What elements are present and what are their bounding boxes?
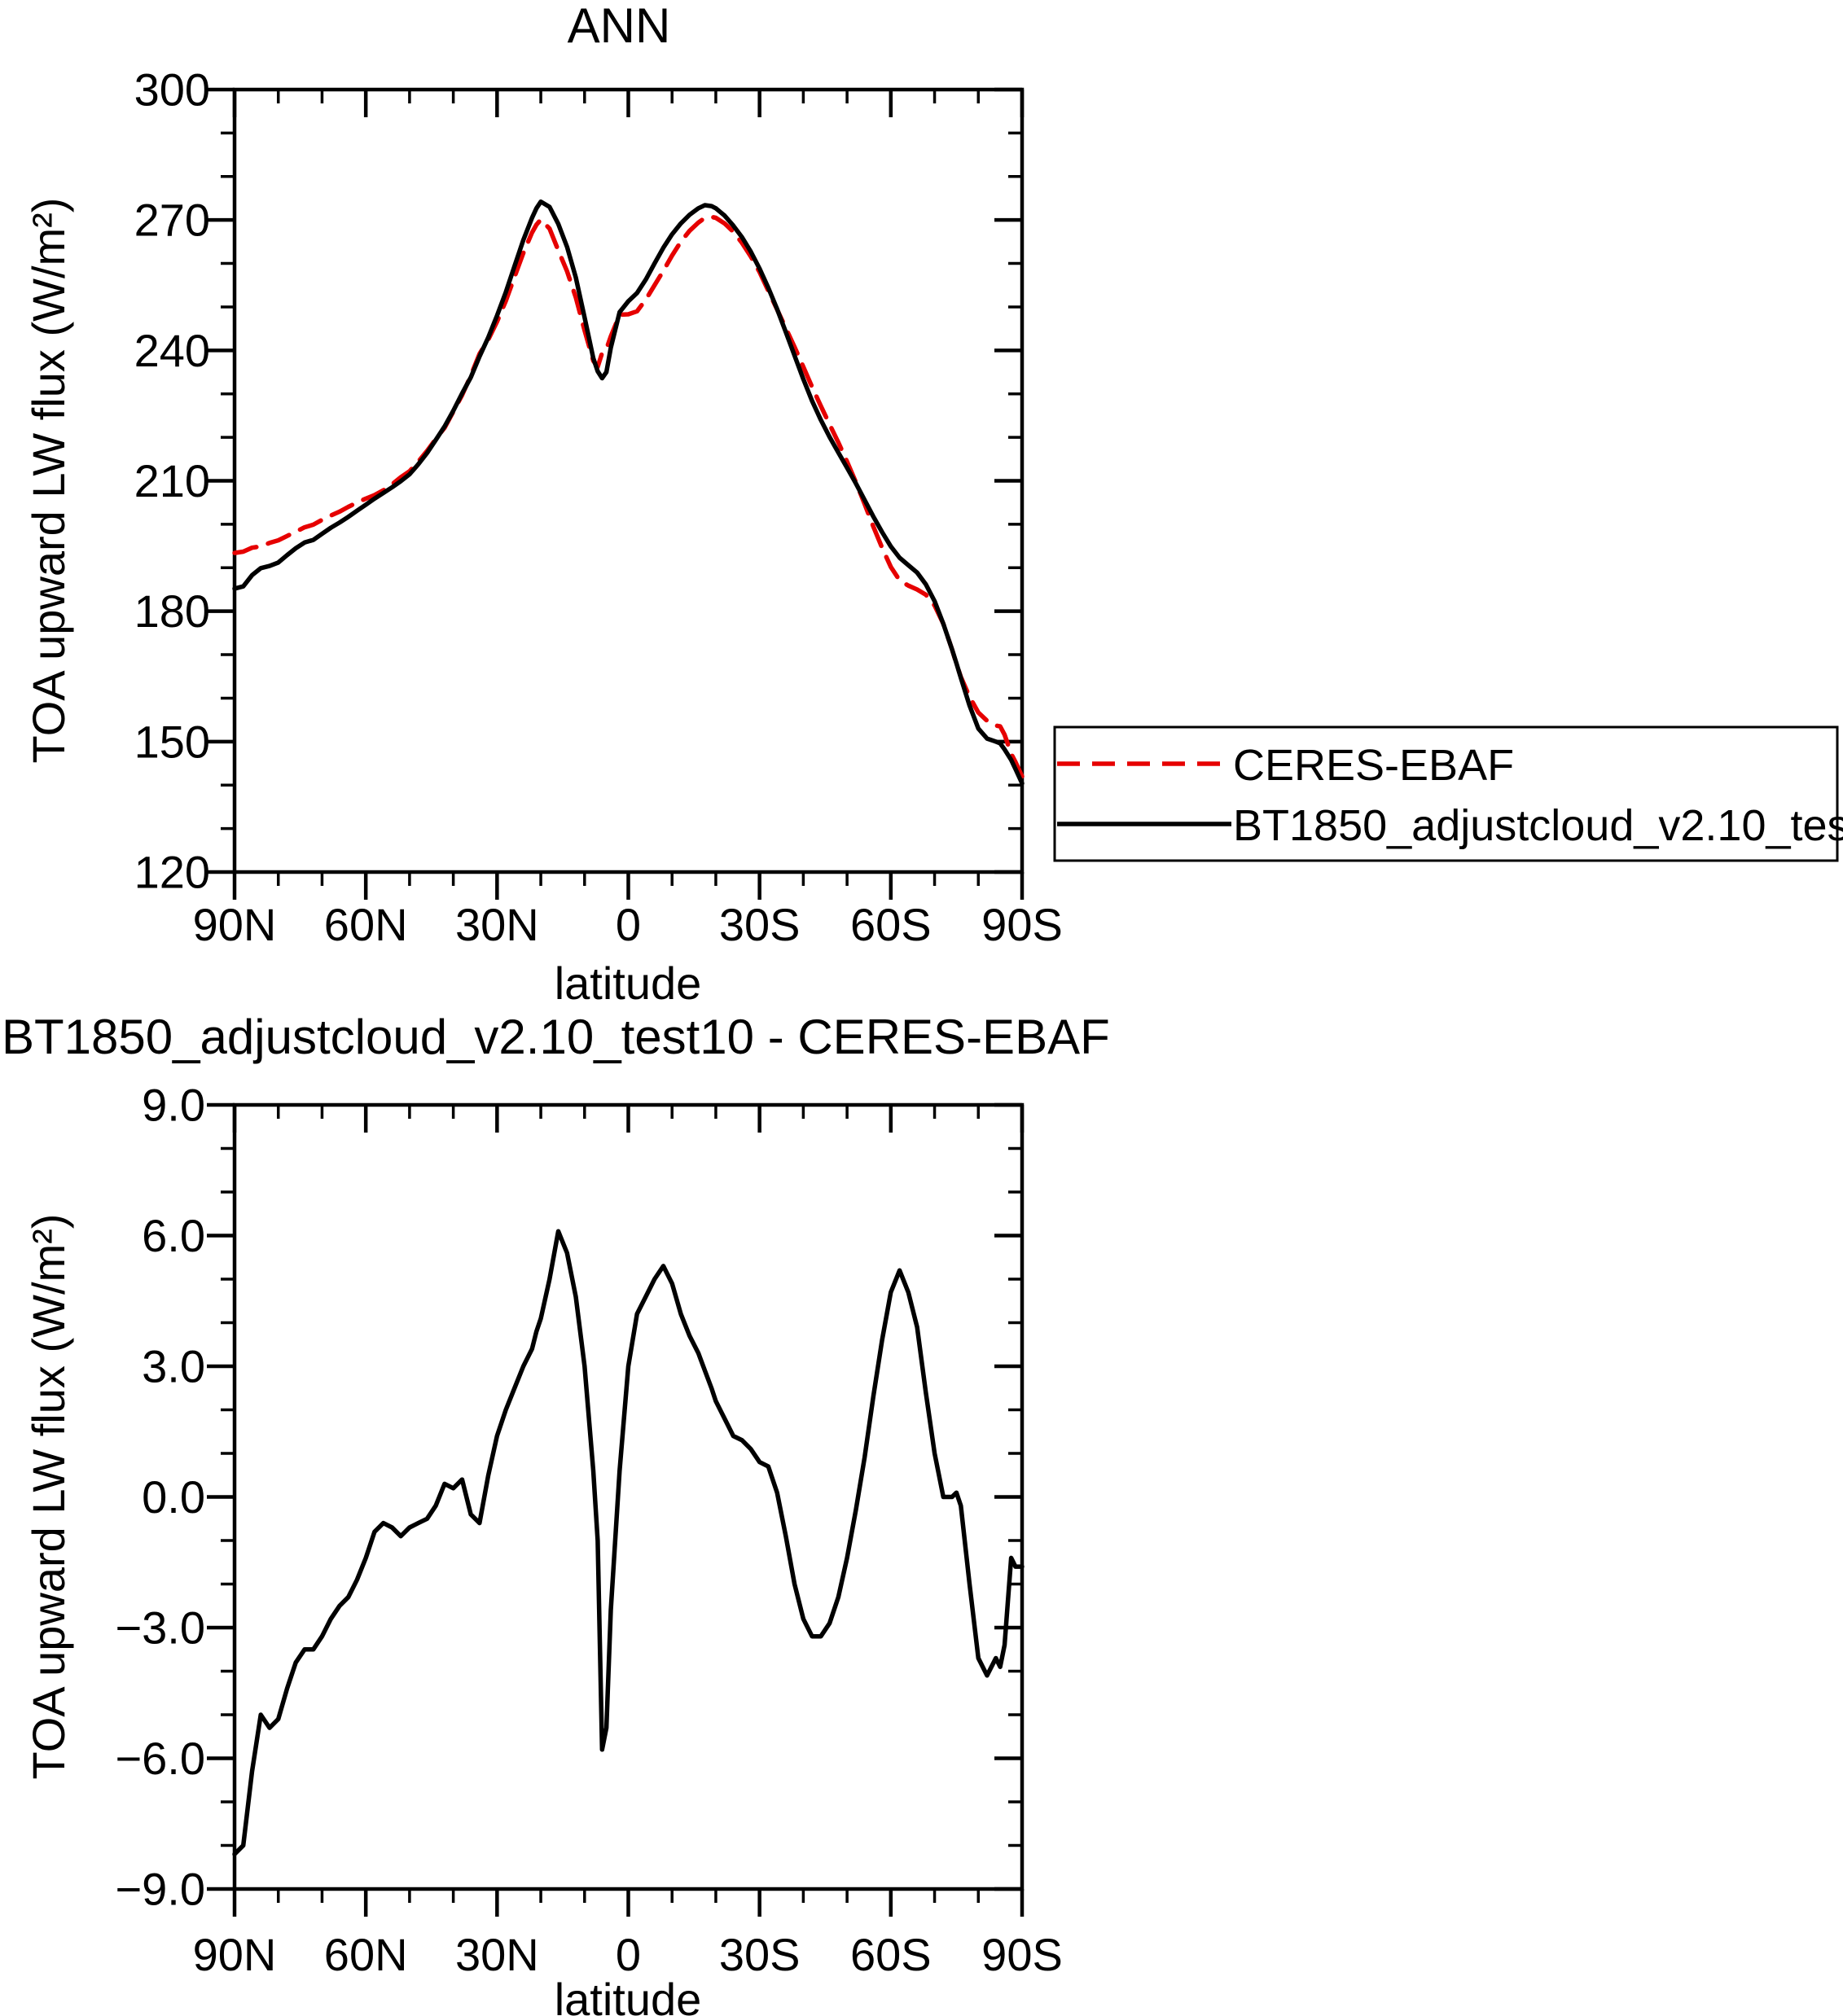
bottom-chart-xlabel: latitude: [554, 1974, 702, 2016]
y-tick-label: 180: [134, 585, 210, 637]
legend-label-model: BT1850_adjustcloud_v2.10_test10: [1233, 801, 1843, 850]
y-tick-label: −9.0: [115, 1864, 205, 1915]
top-chart-ylabel: TOA upward LW flux (W/m²): [23, 197, 74, 764]
panel-difference: 90N 60N 30N 0 30S 60S 90S 9.0 6.0 3.0 0.0 −3.0 −6.0 −…: [115, 1080, 1062, 1981]
x-tick-label: 60S: [850, 1929, 932, 1980]
plot-box: [232, 87, 1025, 874]
top-chart-title: ANN: [567, 0, 671, 53]
x-tick-label: 0: [616, 899, 641, 950]
y-tick-label: 6.0: [142, 1210, 205, 1261]
x-tick-label: 90N: [193, 1929, 277, 1980]
x-tick-label: 60S: [850, 899, 932, 950]
x-tick-label: 60N: [324, 899, 408, 950]
x-tick-label: 30N: [455, 1929, 539, 1980]
bottom-chart-ylabel: TOA upward LW flux (W/m²): [23, 1213, 74, 1780]
top-chart-xlabel: latitude: [554, 958, 702, 1009]
legend-label-ceres: CERES-EBAF: [1233, 741, 1515, 790]
y-tick-label: 300: [134, 64, 210, 116]
x-tick-label: 30S: [719, 1929, 801, 1980]
curve-difference: [232, 1229, 1025, 1856]
y-tick-label: 0.0: [142, 1471, 205, 1523]
y-tick-label: 210: [134, 455, 210, 506]
y-tick-label: −6.0: [115, 1733, 205, 1784]
x-tick-label: 0: [616, 1929, 641, 1980]
y-tick-label: −3.0: [115, 1602, 205, 1654]
y-tick-label: 270: [134, 195, 210, 246]
legend-box: [1053, 725, 1839, 862]
x-tick-label: 30N: [455, 899, 539, 950]
y-tick-label: 9.0: [142, 1080, 205, 1131]
curve-model: [232, 199, 1025, 786]
panel-ann: 90N 60N 30N 0 30S 60S 90S 300 270 240 210 180 150 120: [134, 64, 1063, 951]
x-tick-label: 90S: [981, 1929, 1063, 1980]
y-tick-label: 150: [134, 716, 210, 767]
legend: [1053, 725, 1839, 862]
y-tick-label: 3.0: [142, 1341, 205, 1392]
x-tick-label: 60N: [324, 1929, 408, 1980]
curve-ceres: [232, 214, 1025, 779]
x-tick-label: 90N: [193, 899, 277, 950]
plot-box: [232, 1102, 1025, 1891]
x-tick-label: 30S: [719, 899, 801, 950]
y-tick-label: 240: [134, 325, 210, 376]
x-tick-label: 90S: [981, 899, 1063, 950]
bottom-chart-title: BT1850_adjustcloud_v2.10_test10 - CERES-…: [2, 1010, 1110, 1064]
y-tick-label: 120: [134, 847, 210, 898]
